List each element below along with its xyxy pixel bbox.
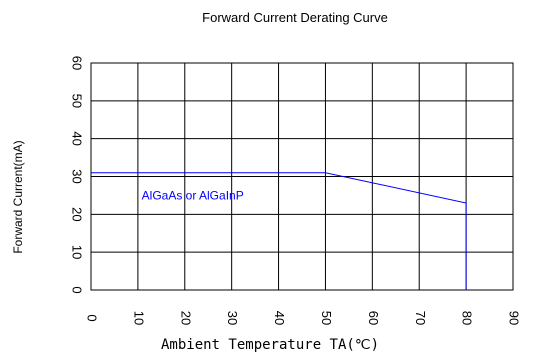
x-tick-label: 20 [178, 311, 193, 325]
y-tick-labels: 0 10 20 30 40 50 60 [70, 56, 85, 294]
y-tick-label: 40 [70, 131, 85, 145]
plot-frame [90, 62, 514, 291]
chart-title: Forward Current Derating Curve [202, 10, 388, 25]
y-tick-label: 20 [70, 207, 85, 221]
grid [90, 62, 514, 291]
x-tick-label: 30 [225, 311, 240, 325]
y-tick-label: 10 [70, 245, 85, 259]
x-tick-label: 10 [131, 311, 146, 325]
y-axis-label: Forward Current(mA) [11, 140, 25, 253]
x-tick-label: 0 [85, 314, 100, 321]
y-tick-label: 60 [70, 56, 85, 70]
x-axis-label: Ambient Temperature TA(℃) [161, 337, 379, 353]
y-tick-label: 30 [70, 169, 85, 183]
x-tick-label: 60 [366, 311, 381, 325]
y-tick-label: 0 [70, 286, 85, 293]
series-line [91, 172, 467, 290]
series [91, 172, 467, 290]
x-tick-label: 50 [319, 311, 334, 325]
x-tick-label: 40 [272, 311, 287, 325]
y-tick-label: 50 [70, 94, 85, 108]
x-tick-label: 70 [413, 311, 428, 325]
material-annotation: AlGaAs or AlGaInP [142, 189, 244, 203]
x-tick-label: 90 [507, 311, 522, 325]
x-tick-label: 80 [460, 311, 475, 325]
x-tick-labels: 0 10 20 30 40 50 60 70 80 90 [85, 311, 522, 325]
